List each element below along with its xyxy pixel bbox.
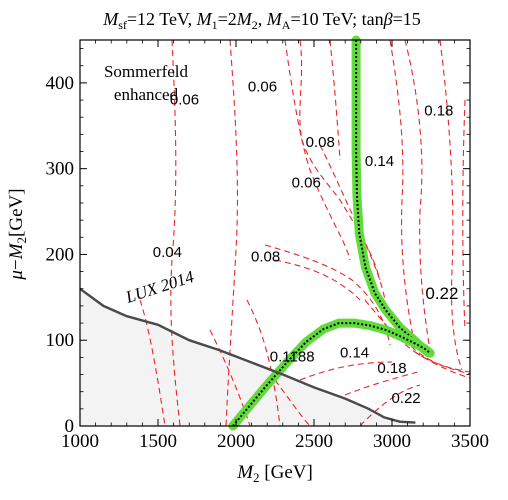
contour-label-12: 0.22 <box>391 390 420 407</box>
contour-label-8: 0.22 <box>425 284 458 303</box>
y-tick-label-1: 100 <box>46 330 75 351</box>
contour-label-9: 0.1188 <box>270 349 315 366</box>
title-m1-eq: =2 <box>218 9 237 29</box>
title-m2-sub: 2 <box>252 18 258 32</box>
relic-band-center-1 <box>232 322 431 427</box>
y-tick-label-0: 0 <box>65 416 75 437</box>
sommerfeld-label-line1: Sommerfeld <box>104 62 189 81</box>
x-axis: 1000 1500 2000 2500 3000 3500 <box>61 40 489 452</box>
contour-label-4: 0.18 <box>424 102 453 119</box>
contour-line-12 <box>299 361 393 381</box>
contour-label-6: 0.04 <box>153 244 182 261</box>
contour-label-2: 0.08 <box>306 134 335 151</box>
contour-line-11 <box>274 379 311 427</box>
xlabel-unit: [GeV] <box>260 462 313 483</box>
lux-label: LUX 2014 <box>122 267 196 307</box>
relic-density-band <box>228 35 435 431</box>
title-m1-sub: 1 <box>212 18 218 32</box>
contour-line-7 <box>264 244 391 346</box>
y-tick-label-4: 400 <box>46 73 75 94</box>
lux-shaded-area <box>80 288 416 426</box>
x-axis-title: M2 [GeV] <box>236 462 313 485</box>
contour-line-3 <box>284 39 351 261</box>
ylabel-mu: μ <box>6 270 27 281</box>
sommerfeld-label-line2: enhanced <box>114 85 179 104</box>
x-tick-label-3: 2500 <box>295 431 333 452</box>
x-tick-label-4: 3000 <box>373 431 411 452</box>
contour-line-0 <box>139 299 166 427</box>
title-msf-val: =12 TeV, <box>127 9 197 29</box>
title-m2-tail: , <box>258 9 267 29</box>
contour-label-11: 0.18 <box>377 360 406 377</box>
contour-label-7: 0.08 <box>251 248 280 265</box>
relic-band-fill-0 <box>351 35 434 358</box>
title-msf-sub: sf <box>118 18 127 32</box>
ylabel-m: M <box>6 242 27 260</box>
contour-labels: 0.06 0.06 0.08 0.14 0.18 0.06 0.04 0.08 0.22 0.11… <box>153 78 459 406</box>
y-axis: 0 100 200 300 400 <box>46 48 470 437</box>
xlabel-sub: 2 <box>253 470 260 485</box>
chart-title: Msf=12 TeV, M1=2M2, MA=10 TeV; tanβ=15 <box>102 9 421 32</box>
contour-line-15 <box>389 39 416 346</box>
contour-line-18 <box>462 99 466 331</box>
title-tb-val: =15 <box>393 9 421 29</box>
contour-label-1: 0.06 <box>248 78 277 95</box>
title-ma-sub: A <box>282 18 291 32</box>
contour-label-3: 0.14 <box>365 153 394 170</box>
contour-label-10: 0.14 <box>340 344 369 361</box>
y-tick-label-3: 300 <box>46 159 75 180</box>
contour-label-5: 0.06 <box>292 175 321 192</box>
lux-boundary <box>79 287 416 424</box>
x-tick-label-0: 1000 <box>61 431 99 452</box>
title-m2: M <box>236 9 253 29</box>
lux-excluded-region <box>80 288 416 426</box>
ylabel-sub: 2 <box>14 237 29 244</box>
ylabel-dash: − <box>6 259 27 270</box>
title-ma: M <box>266 9 283 29</box>
contour-line-5 <box>329 39 341 161</box>
y-tick-label-2: 200 <box>46 244 75 265</box>
title-m1: M <box>196 9 213 29</box>
xlabel-m: M <box>236 462 254 483</box>
contour-line-16 <box>404 39 431 351</box>
contour-line-2 <box>225 39 239 427</box>
contour-line-17 <box>439 39 463 371</box>
contour-line-21 <box>414 351 471 379</box>
plot-frame <box>79 39 471 427</box>
title-ma-val: =10 TeV; tan <box>290 9 383 29</box>
y-axis-title: μ−M2[GeV] <box>6 188 29 280</box>
x-tick-label-5: 3500 <box>451 431 489 452</box>
x-tick-label-1: 1500 <box>139 431 177 452</box>
contour-line-9 <box>246 299 281 427</box>
title-msf: M <box>102 9 119 29</box>
ylabel-unit: [GeV] <box>6 188 27 237</box>
x-tick-label-2: 2000 <box>217 431 255 452</box>
relic-band-center-0 <box>355 40 430 354</box>
contour-line-8 <box>274 259 361 301</box>
lux-curve <box>79 287 416 424</box>
title-beta: β <box>383 9 393 29</box>
contour-label-0: 0.06 <box>170 91 199 108</box>
contour-line-14 <box>359 384 421 427</box>
